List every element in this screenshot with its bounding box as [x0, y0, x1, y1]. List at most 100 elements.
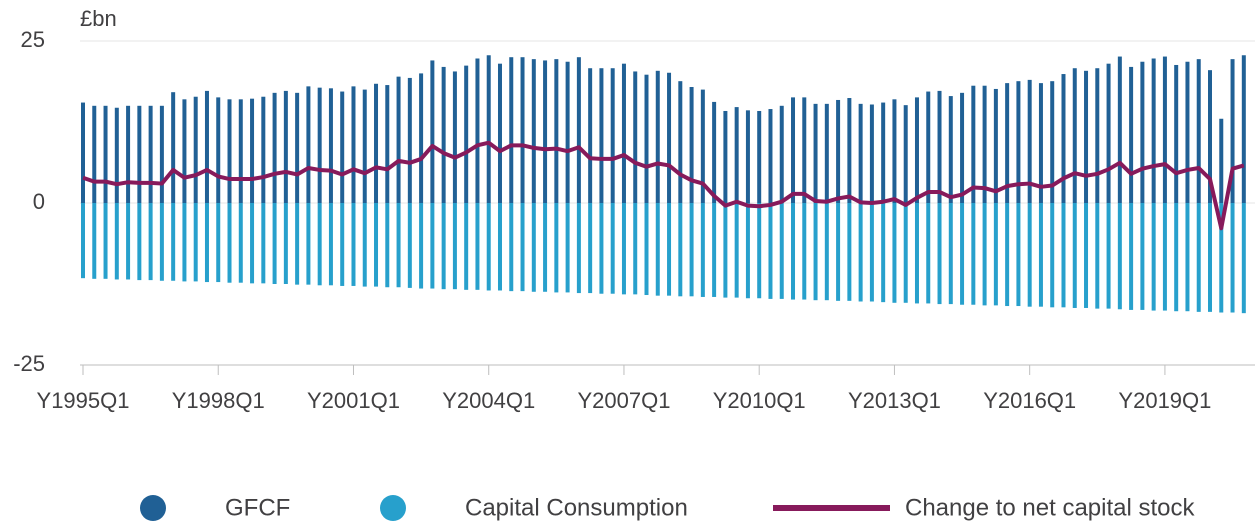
- bar: [531, 59, 536, 204]
- bar: [667, 72, 672, 203]
- bar: [1174, 203, 1179, 312]
- bar: [633, 71, 638, 204]
- bar: [385, 85, 390, 203]
- bar: [261, 96, 266, 203]
- bar: [1095, 68, 1100, 203]
- bar: [1151, 58, 1156, 203]
- bar: [328, 203, 333, 286]
- bar: [791, 97, 796, 203]
- bar: [813, 203, 818, 301]
- bar: [1072, 68, 1077, 203]
- bar: [1117, 56, 1122, 203]
- x-tick-label: Y1995Q1: [37, 388, 130, 413]
- bar: [1196, 203, 1201, 312]
- bar: [441, 203, 446, 290]
- bar: [1117, 203, 1122, 310]
- bar: [272, 203, 277, 284]
- bar: [926, 203, 931, 304]
- bar: [1072, 203, 1077, 308]
- bar: [847, 203, 852, 301]
- bar: [204, 203, 209, 283]
- bar: [644, 74, 649, 203]
- bar: [283, 203, 288, 284]
- bar: [712, 101, 717, 203]
- bar: [486, 203, 491, 291]
- bar: [678, 81, 683, 203]
- bar: [881, 203, 886, 303]
- bar: [137, 203, 142, 281]
- bar: [1050, 81, 1055, 203]
- bar: [92, 203, 97, 279]
- legend-label: Change to net capital stock: [905, 494, 1196, 521]
- line: [82, 140, 1245, 231]
- bar: [171, 203, 176, 281]
- bar: [779, 105, 784, 203]
- bar: [193, 203, 198, 282]
- bar: [700, 203, 705, 297]
- bar: [565, 61, 570, 204]
- bar: [374, 83, 379, 203]
- bar: [914, 203, 919, 304]
- bar: [791, 203, 796, 300]
- bar: [960, 92, 965, 203]
- bar: [892, 99, 897, 203]
- bar: [982, 85, 987, 203]
- bar: [1095, 203, 1100, 309]
- bar: [655, 203, 660, 296]
- bar: [757, 110, 762, 203]
- bar: [295, 92, 300, 203]
- bar: [1208, 203, 1212, 312]
- bar: [1129, 203, 1134, 310]
- bar: [283, 90, 288, 203]
- bar: [1016, 81, 1021, 203]
- bar: [768, 203, 773, 299]
- bar: [250, 203, 255, 284]
- bar: [903, 203, 908, 303]
- bar: [1241, 203, 1246, 314]
- x-tick-label: Y2007Q1: [577, 388, 670, 413]
- bar: [1005, 203, 1010, 307]
- bar: [588, 68, 593, 203]
- x-tick-label: Y2001Q1: [307, 388, 400, 413]
- bar: [497, 203, 502, 291]
- bar: [1106, 63, 1111, 204]
- bar: [734, 107, 739, 203]
- bar: [554, 203, 559, 293]
- bar: [486, 55, 491, 204]
- bar: [1038, 203, 1043, 307]
- bar: [723, 110, 728, 203]
- x-tick-label: Y2013Q1: [848, 388, 941, 413]
- bar: [430, 203, 435, 289]
- bar: [351, 203, 356, 286]
- bar: [1084, 70, 1089, 203]
- legend-marker: [380, 495, 406, 521]
- bar: [1219, 203, 1224, 313]
- bar: [475, 58, 480, 203]
- bar: [543, 203, 548, 292]
- bar: [802, 97, 807, 203]
- bar: [1016, 203, 1021, 307]
- bar: [81, 203, 85, 279]
- legend-label: Capital Consumption: [465, 494, 688, 521]
- bar: [103, 105, 108, 203]
- bar: [317, 87, 322, 203]
- bar: [306, 86, 311, 203]
- bar: [1106, 203, 1111, 309]
- bar: [193, 96, 198, 203]
- bar: [137, 105, 142, 203]
- legend-label: GFCF: [225, 494, 290, 521]
- bar: [159, 203, 164, 281]
- bar: [869, 104, 874, 203]
- bar: [509, 203, 514, 292]
- bar: [858, 103, 863, 203]
- bar: [216, 203, 221, 283]
- bar: [745, 110, 750, 203]
- bar: [216, 97, 221, 203]
- bar: [903, 105, 908, 203]
- bar: [621, 63, 626, 204]
- bar: [520, 203, 525, 292]
- bar: [678, 203, 683, 297]
- bar: [204, 90, 209, 203]
- bar: [1140, 203, 1145, 310]
